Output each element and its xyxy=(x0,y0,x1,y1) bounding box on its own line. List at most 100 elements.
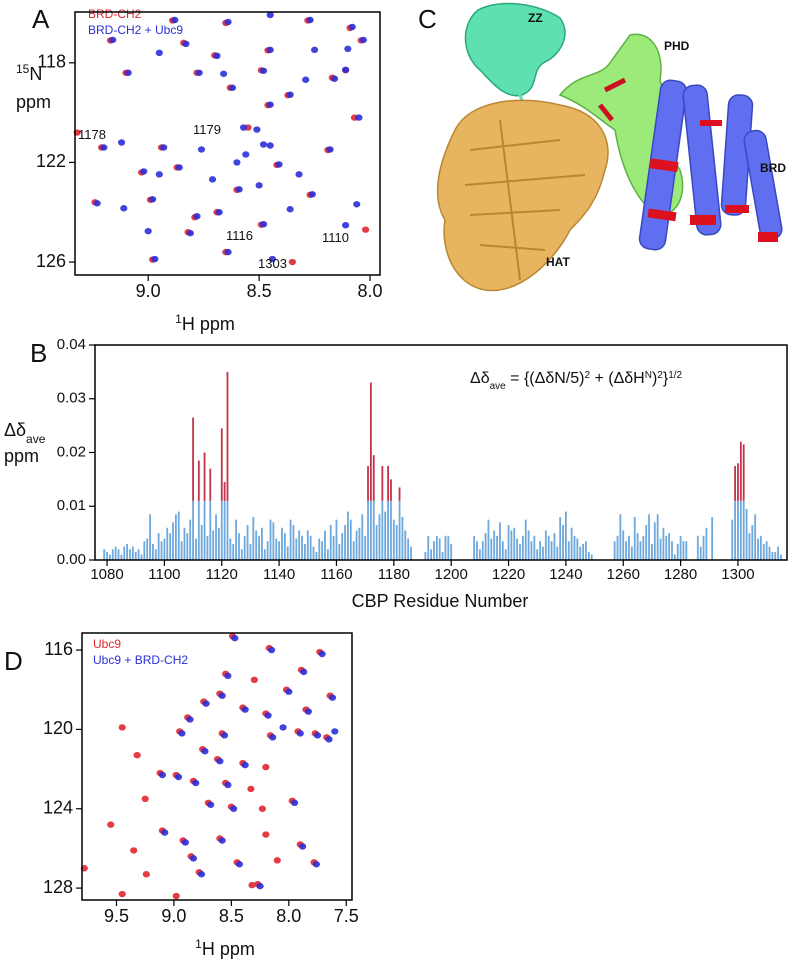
bar xyxy=(329,525,332,560)
peak xyxy=(133,751,141,759)
bar xyxy=(478,549,481,560)
bar xyxy=(762,543,765,560)
bar xyxy=(272,522,275,560)
peak xyxy=(295,171,303,178)
x-tick-label: 9.0 xyxy=(161,906,186,926)
peak xyxy=(242,151,250,158)
bar xyxy=(195,538,197,560)
bar xyxy=(777,546,780,560)
bar xyxy=(157,533,160,560)
bar xyxy=(682,541,685,560)
bar xyxy=(636,533,639,560)
bar xyxy=(134,551,137,560)
y-tick-label: 124 xyxy=(43,798,73,818)
x-tick-label: 9.5 xyxy=(104,906,129,926)
bar xyxy=(152,543,154,560)
bar xyxy=(642,535,645,560)
bar xyxy=(771,551,774,560)
bar-segment xyxy=(367,465,369,501)
label-text: H ppm xyxy=(202,939,255,959)
legend-entry: Ubc9 + BRD-CH2 xyxy=(93,653,188,667)
bar xyxy=(427,535,430,560)
brd-helix xyxy=(682,84,722,236)
peak xyxy=(248,881,256,889)
bar xyxy=(103,549,106,560)
label-sup: 1 xyxy=(195,937,202,951)
bar xyxy=(344,525,346,560)
bar xyxy=(390,500,392,560)
peak xyxy=(259,141,268,148)
bar xyxy=(324,530,326,560)
brd-patch xyxy=(690,215,716,225)
y-tick-label: 116 xyxy=(44,639,73,659)
peak xyxy=(342,66,350,73)
y-axis-label: Δδave xyxy=(4,420,46,446)
label-text: N xyxy=(29,64,42,84)
x-tick-label: 8.0 xyxy=(276,906,301,926)
peak xyxy=(302,76,310,83)
bar xyxy=(748,533,751,560)
bar xyxy=(375,525,378,560)
peak xyxy=(233,159,241,166)
bar xyxy=(252,517,255,560)
bar xyxy=(473,535,476,560)
bar xyxy=(676,543,679,560)
peak xyxy=(266,46,274,54)
peak xyxy=(224,248,232,256)
bar xyxy=(186,533,189,560)
bar xyxy=(757,538,759,560)
bar xyxy=(235,519,237,560)
peak xyxy=(130,847,138,854)
brd-patch xyxy=(758,232,778,242)
bar xyxy=(298,530,301,560)
bar xyxy=(263,549,266,560)
bar xyxy=(249,543,252,560)
bar xyxy=(547,535,550,560)
bar xyxy=(516,538,519,560)
bar xyxy=(206,535,209,560)
peak xyxy=(300,668,308,676)
x-tick-label: 1260 xyxy=(607,566,640,583)
peak xyxy=(266,142,274,149)
peak xyxy=(155,49,163,57)
peak xyxy=(175,164,183,171)
annotation: 1116 xyxy=(226,228,253,243)
peak xyxy=(256,882,264,890)
peak xyxy=(298,843,307,850)
bar xyxy=(679,535,682,560)
peak xyxy=(193,213,201,220)
peak xyxy=(220,732,229,739)
peak xyxy=(288,258,296,266)
peak xyxy=(118,724,126,731)
peak xyxy=(241,706,249,713)
x-tick-label: 8.5 xyxy=(219,906,244,926)
bar xyxy=(567,541,570,560)
bar xyxy=(696,535,699,560)
peak xyxy=(313,732,322,739)
peak xyxy=(220,70,228,77)
peak xyxy=(258,805,266,812)
peak xyxy=(160,144,168,151)
peak xyxy=(342,221,350,229)
peak xyxy=(308,191,316,198)
bar xyxy=(209,500,212,560)
peak xyxy=(224,672,232,680)
bar xyxy=(633,517,636,560)
bar xyxy=(352,541,355,560)
bar xyxy=(131,546,134,560)
bar xyxy=(123,546,126,560)
bar xyxy=(200,525,203,560)
peak xyxy=(208,176,217,183)
bar xyxy=(711,517,714,560)
bar xyxy=(229,538,232,560)
bar xyxy=(120,554,123,560)
bar-segment xyxy=(209,468,212,501)
peak xyxy=(197,871,206,878)
bar xyxy=(301,535,303,560)
bar xyxy=(536,549,539,560)
bar xyxy=(309,535,312,560)
peak xyxy=(218,692,226,699)
bar xyxy=(671,541,673,560)
bar xyxy=(278,541,281,560)
